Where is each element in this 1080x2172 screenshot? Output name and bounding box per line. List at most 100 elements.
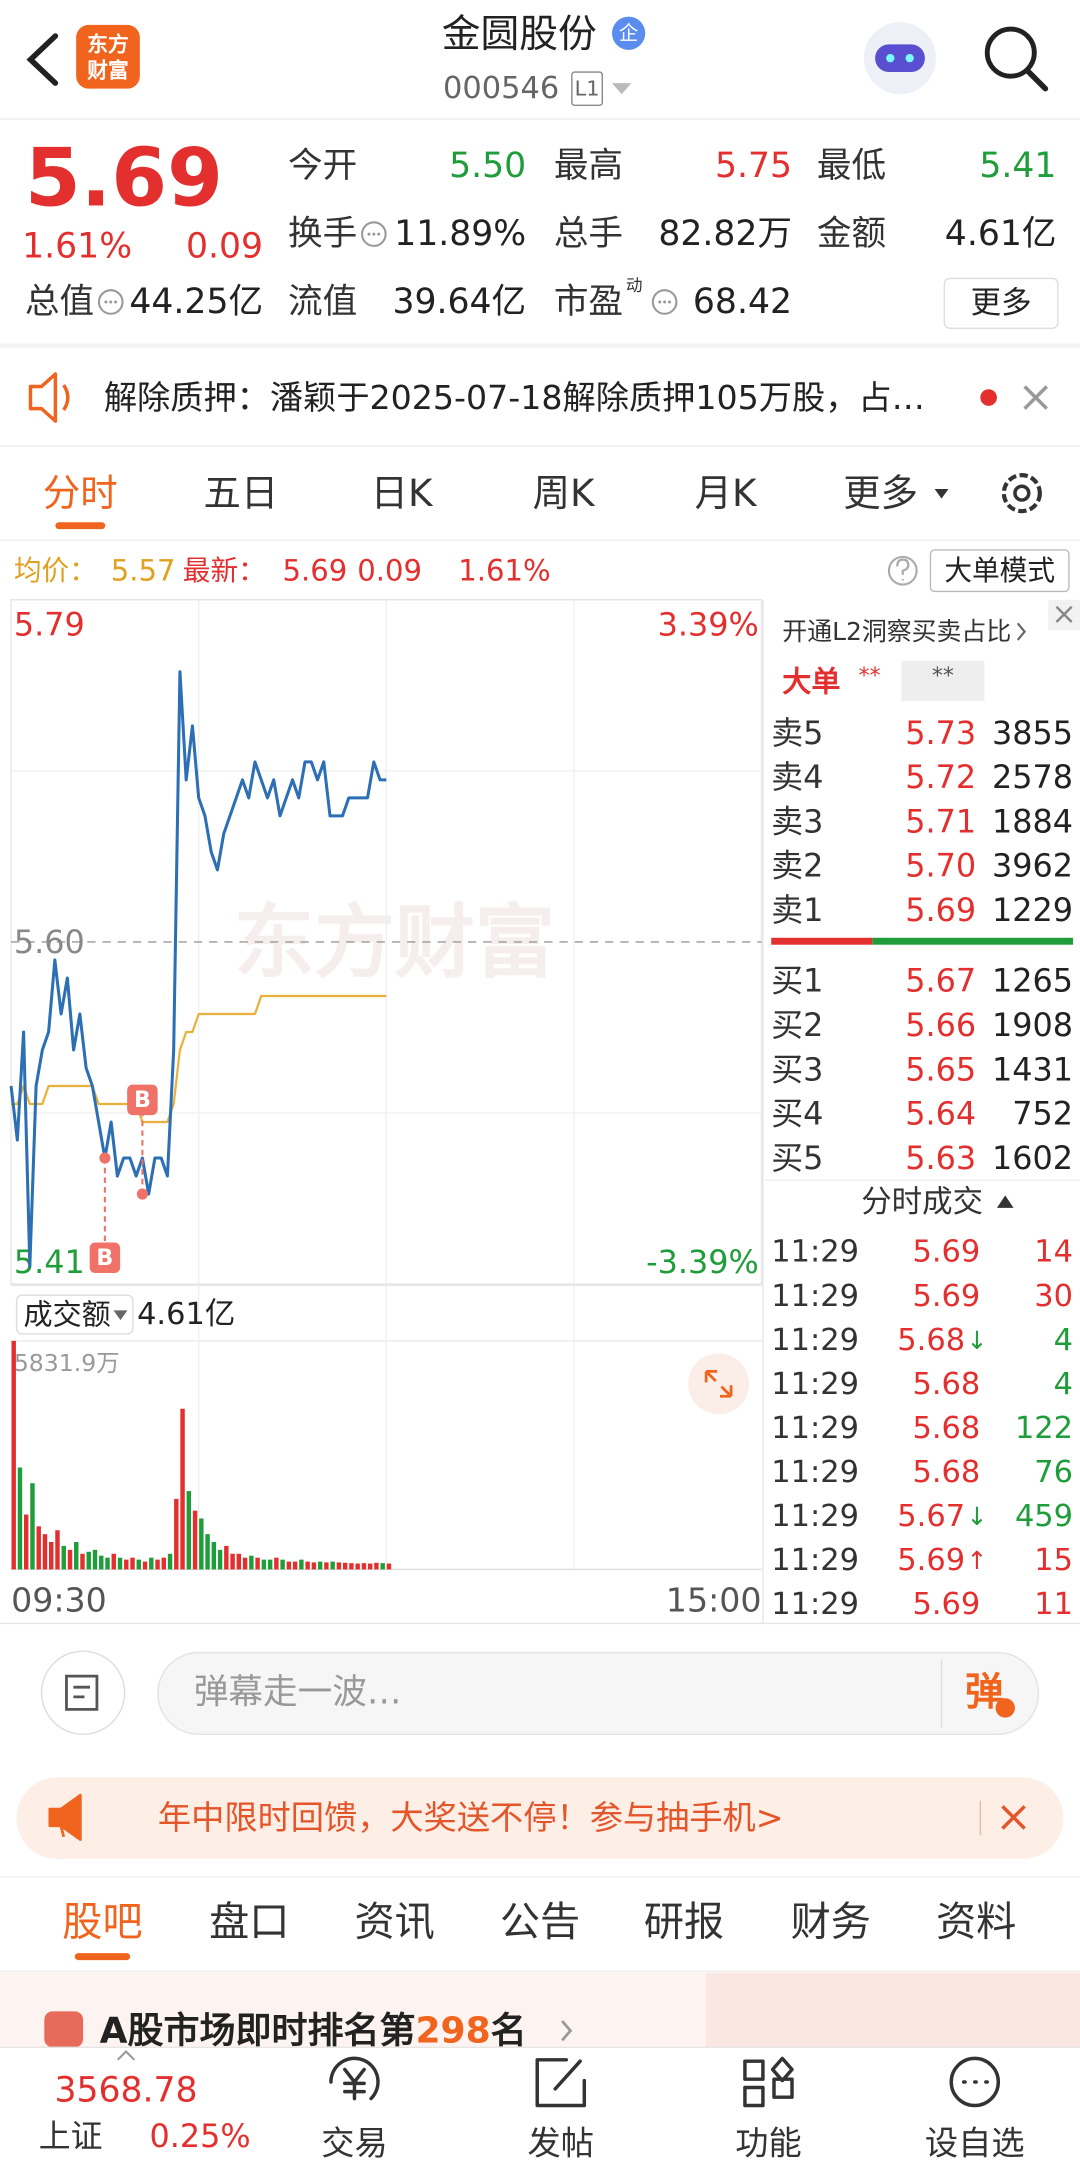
more-button-text[interactable]: 更多	[971, 286, 1032, 321]
settings-icon[interactable]	[1001, 473, 1042, 514]
mode-button-text[interactable]: 大单模式	[944, 554, 1055, 587]
rank-text[interactable]: A股市场即时排名第298名	[100, 2010, 527, 2051]
marker-badge	[127, 1084, 158, 1116]
info-dot	[104, 300, 108, 304]
volume-bar	[11, 1340, 16, 1570]
section-tab[interactable]: 盘口	[209, 1900, 289, 1946]
section-tab[interactable]: 财务	[791, 1900, 871, 1946]
tab[interactable]: 更多	[843, 471, 918, 515]
comment-placeholder[interactable]: 弹幕走一波…	[194, 1673, 402, 1713]
l2-promo[interactable]: 开通L2洞察买卖占比	[782, 617, 1011, 646]
trade-time: 11:29	[771, 1499, 859, 1534]
section-tab[interactable]: 资料	[936, 1900, 1016, 1946]
marker-label: B	[134, 1087, 151, 1113]
section-tab[interactable]: 研报	[644, 1900, 724, 1946]
field-label: 最高	[554, 146, 623, 186]
big-order-value: **	[932, 663, 954, 689]
volume-bar	[342, 1562, 348, 1570]
volume-bar	[380, 1563, 385, 1570]
volume-bar	[199, 1518, 204, 1570]
nav-icon[interactable]	[535, 2058, 587, 2108]
ratio-bar-red	[771, 937, 873, 945]
nav-item[interactable]: 交易	[321, 2123, 387, 2162]
section-tab[interactable]: 股吧	[62, 1900, 142, 1946]
info-dot	[367, 232, 371, 236]
stock-name: 金圆股份	[442, 12, 597, 57]
book-price: 5.71	[905, 802, 976, 840]
avatar-eye	[886, 54, 895, 63]
volume-bar	[224, 1545, 229, 1570]
nav-item[interactable]: 设自选	[925, 2123, 1025, 2162]
book-volume: 1265	[992, 962, 1073, 1000]
rank-number: 298	[416, 2010, 491, 2051]
volume-bar	[155, 1559, 160, 1570]
volume-bar	[374, 1562, 379, 1570]
trade-marker	[99, 1152, 111, 1164]
tab[interactable]: 周K	[533, 471, 596, 515]
more-button[interactable]	[943, 277, 1059, 329]
book-label: 卖4	[771, 758, 823, 796]
trade-time: 11:29	[771, 1235, 859, 1270]
latest-value: 5.69	[282, 554, 347, 588]
tab[interactable]: 日K	[371, 471, 434, 515]
volume-bar	[336, 1562, 342, 1570]
tab[interactable]: 五日	[204, 471, 279, 515]
info-icon	[651, 289, 678, 315]
volume-bar	[92, 1549, 98, 1570]
promo-text[interactable]: 年中限时回馈，大奖送不停！参与抽手机>	[158, 1798, 784, 1837]
icon	[65, 1674, 99, 1711]
info-dot	[663, 300, 667, 304]
book-label: 卖3	[771, 802, 823, 840]
field-label: 流值	[288, 282, 357, 322]
level-box	[571, 71, 603, 106]
volume-bar	[267, 1559, 273, 1570]
section-tab[interactable]: 公告	[500, 1900, 580, 1946]
notice-text[interactable]: 解除质押：潘颖于2025-07-18解除质押105万股，占…	[104, 378, 925, 417]
index-value[interactable]: 3568.78	[54, 2070, 197, 2110]
section-tab[interactable]: 资讯	[354, 1900, 434, 1946]
book-label: 卖1	[771, 891, 823, 929]
mode-button[interactable]	[929, 549, 1070, 593]
marker-label: B	[96, 1245, 113, 1271]
volume-bar	[174, 1498, 179, 1570]
volume-bar	[211, 1542, 217, 1570]
book-price: 5.64	[905, 1095, 976, 1133]
nav-icon[interactable]	[329, 2056, 380, 2101]
volume-bar	[105, 1557, 110, 1570]
comment-icon[interactable]	[40, 1650, 126, 1735]
volume-selector[interactable]	[15, 1294, 134, 1335]
volume-label[interactable]: 成交额	[24, 1298, 111, 1332]
volume-bar	[111, 1553, 116, 1570]
close-icon[interactable]	[1055, 605, 1073, 623]
comment-input[interactable]	[157, 1651, 1040, 1735]
search-handle	[1024, 67, 1049, 92]
book-price: 5.69	[905, 891, 976, 929]
help-icon[interactable]	[887, 555, 918, 586]
trade-price: 5.68	[897, 1323, 965, 1358]
expand-button[interactable]	[688, 1353, 750, 1415]
close-icon[interactable]	[1001, 1805, 1026, 1830]
field-label: 总值	[25, 282, 94, 322]
volume-bar	[255, 1557, 260, 1570]
field-value: 11.89%	[394, 214, 526, 254]
index-name: 上证	[39, 2117, 103, 2155]
promo-banner[interactable]	[16, 1777, 1064, 1859]
nav-icon[interactable]	[743, 2056, 794, 2108]
tab[interactable]: 分时	[43, 471, 118, 515]
latest-change: 0.09	[357, 554, 422, 588]
tab-underline	[55, 522, 106, 530]
nav-icon[interactable]	[949, 2056, 1001, 2108]
search-icon[interactable]	[984, 26, 1037, 79]
back-button[interactable]	[26, 33, 59, 86]
tab[interactable]: 月K	[695, 471, 758, 515]
big-order-label: 大单	[782, 665, 840, 699]
nav-item[interactable]: 功能	[735, 2123, 801, 2162]
close-icon[interactable]	[1023, 385, 1048, 410]
icon	[1016, 622, 1027, 641]
avg-label: 均价：	[14, 554, 97, 587]
field-value: 5.41	[979, 146, 1056, 186]
nav-item[interactable]: 发帖	[528, 2123, 594, 2162]
trade-volume: 459	[1015, 1499, 1073, 1534]
